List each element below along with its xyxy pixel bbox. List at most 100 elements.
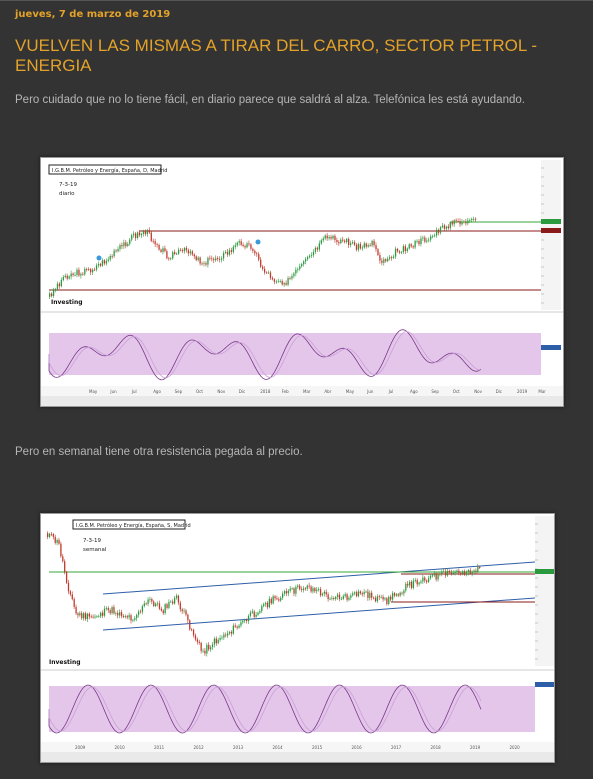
daily-chart-image[interactable]: I.G.B.M. Petróleo y Energía, España, D, … — [40, 157, 564, 407]
weekly-candle — [77, 613, 79, 616]
weekly-candle — [183, 610, 185, 612]
weekly-candle — [69, 591, 72, 595]
daily-candle — [361, 247, 363, 249]
daily-candle — [250, 244, 252, 249]
daily-candle — [242, 244, 244, 247]
daily-candle — [349, 243, 352, 246]
daily-candle — [445, 226, 448, 229]
weekly-candle — [71, 594, 73, 600]
daily-candle — [451, 222, 453, 225]
daily-candle — [240, 241, 242, 245]
weekly-candle — [314, 588, 316, 592]
weekly-channel-upper — [102, 561, 536, 595]
top-divider — [0, 0, 593, 1]
daily-time-label: Abr — [324, 389, 331, 394]
daily-candle — [179, 249, 182, 251]
weekly-candle — [84, 613, 87, 620]
weekly-candle — [52, 534, 54, 537]
weekly-candle — [247, 615, 250, 622]
weekly-candle — [365, 591, 367, 593]
weekly-candle — [342, 596, 344, 599]
daily-candle — [201, 263, 203, 265]
weekly-candle — [369, 592, 371, 598]
post-title[interactable]: VUELVEN LAS MISMAS A TIRAR DEL CARRO, SE… — [15, 36, 538, 75]
daily-candle — [379, 254, 381, 261]
daily-time-label: Oct — [453, 389, 460, 394]
daily-candle — [308, 255, 311, 258]
daily-candle — [262, 266, 264, 269]
daily-time-label: 2019 — [517, 389, 528, 394]
weekly-candle — [79, 613, 81, 616]
daily-candle — [420, 238, 422, 245]
daily-candle — [326, 235, 328, 239]
weekly-candle — [429, 575, 432, 579]
daily-candle — [387, 258, 389, 262]
daily-candle — [277, 281, 279, 283]
daily-candle — [256, 253, 258, 255]
daily-candle — [88, 269, 90, 270]
daily-candle — [244, 246, 246, 248]
daily-candle — [254, 250, 256, 254]
daily-candle — [473, 218, 475, 220]
weekly-candle — [323, 591, 325, 594]
weekly-candle — [86, 613, 89, 620]
daily-candle — [222, 252, 225, 259]
weekly-candle — [410, 581, 413, 588]
daily-candle — [101, 260, 104, 266]
daily-candle — [191, 251, 193, 255]
daily-event-marker[interactable] — [255, 239, 261, 245]
daily-time-label: Sep — [431, 389, 439, 394]
daily-time-label: Jul — [131, 389, 137, 394]
daily-candle — [119, 245, 121, 249]
daily-candle — [90, 269, 92, 273]
weekly-candle — [350, 595, 352, 598]
daily-candle — [271, 277, 274, 280]
daily-candle — [467, 220, 469, 224]
weekly-candle — [458, 570, 460, 574]
weekly-candle — [266, 602, 269, 608]
weekly-candle — [132, 619, 134, 621]
daily-candle — [66, 275, 68, 279]
daily-candle — [318, 243, 320, 250]
daily-event-marker[interactable] — [96, 255, 102, 261]
daily-candle — [166, 251, 168, 259]
weekly-candle — [211, 644, 214, 648]
daily-candle — [441, 225, 444, 228]
weekly-candle — [213, 638, 216, 645]
daily-candle — [263, 268, 266, 273]
daily-candle — [432, 235, 434, 237]
weekly-candle — [223, 634, 225, 638]
daily-candle — [199, 257, 201, 264]
daily-candle — [443, 225, 446, 229]
weekly-candle — [367, 591, 369, 598]
daily-time-label: Feb — [282, 389, 290, 394]
weekly-chart-image[interactable]: I.G.B.M. Petróleo y Energía, España, S, … — [40, 513, 555, 763]
daily-candle — [115, 250, 117, 252]
weekly-candle — [261, 606, 263, 612]
daily-candle — [142, 231, 145, 234]
weekly-candle — [475, 570, 477, 572]
weekly-candle — [194, 635, 197, 640]
daily-candle — [391, 257, 393, 259]
weekly-candle — [137, 611, 140, 615]
daily-candle — [238, 241, 240, 243]
weekly-candle — [253, 611, 255, 617]
weekly-candle — [208, 644, 210, 650]
daily-candle — [193, 254, 195, 257]
daily-toolbar[interactable] — [41, 396, 563, 406]
weekly-candle — [454, 572, 456, 573]
weekly-time-label: 2009 — [75, 745, 86, 750]
daily-candle — [111, 256, 113, 257]
daily-candle — [389, 257, 391, 259]
daily-stochastic-series — [48, 329, 482, 381]
weekly-candle — [94, 616, 96, 618]
weekly-candle — [155, 603, 157, 607]
weekly-candle — [170, 601, 172, 603]
daily-candle — [207, 257, 209, 265]
weekly-candle — [427, 578, 430, 582]
daily-candle — [439, 227, 442, 233]
daily-candle — [205, 263, 207, 265]
weekly-toolbar[interactable] — [41, 752, 554, 762]
weekly-candle — [270, 598, 272, 604]
daily-candle — [275, 281, 278, 283]
